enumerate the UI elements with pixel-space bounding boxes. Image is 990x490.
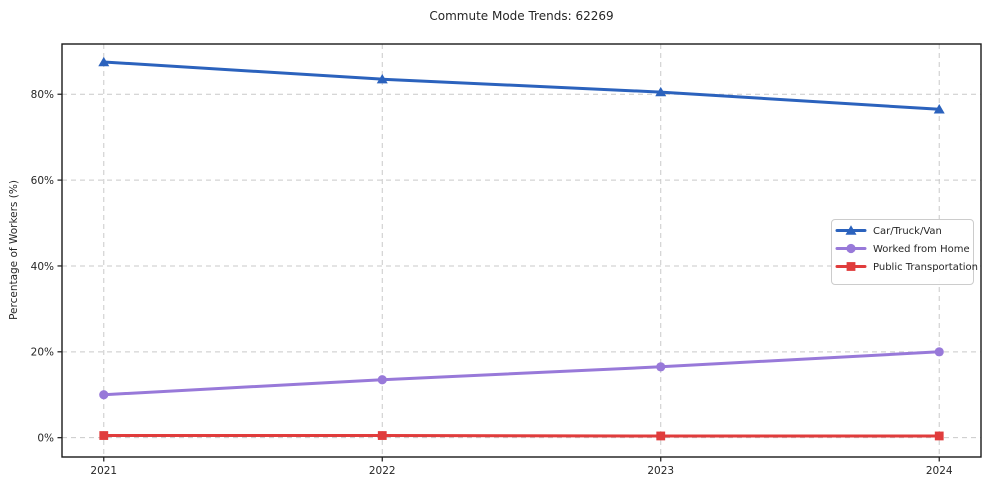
- legend: Car/Truck/Van Worked from Home Public Tran…: [831, 219, 978, 285]
- y-tick-label: 60%: [31, 175, 54, 187]
- y-tick-label: 40%: [31, 261, 54, 273]
- x-tick-label: 2023: [647, 465, 674, 477]
- x-tick-label: 2021: [90, 465, 117, 477]
- x-tick-label: 2024: [926, 465, 953, 477]
- legend-item: Public Transportation: [835, 262, 978, 273]
- legend-item: Worked from Home: [835, 243, 970, 255]
- y-tick-label: 20%: [31, 347, 54, 359]
- plot-spines: [61, 43, 982, 458]
- series-car-truck-van: [98, 56, 945, 114]
- y-tick-label: 0%: [37, 432, 54, 444]
- legend-label: Public Transportation: [873, 262, 978, 273]
- series-public-transportation: [99, 431, 944, 441]
- legend-item: Car/Truck/Van: [835, 225, 942, 237]
- x-tick-label: 2022: [369, 465, 396, 477]
- y-tick-label: 80%: [31, 89, 54, 101]
- series-worked-from-home: [99, 347, 944, 400]
- legend-label: Worked from Home: [873, 244, 970, 255]
- legend-label: Car/Truck/Van: [873, 226, 942, 237]
- legend-box: [831, 219, 974, 285]
- chart-title: Commute Mode Trends: 62269: [429, 9, 614, 23]
